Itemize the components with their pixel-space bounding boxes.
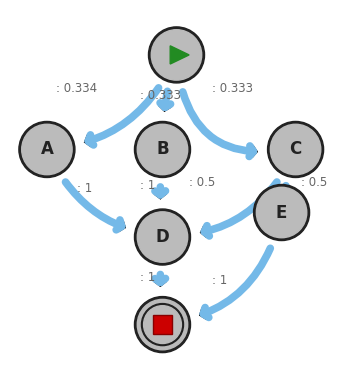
Circle shape [270,124,321,175]
Text: : 1: : 1 [77,182,92,194]
Text: : 0.333: : 0.333 [211,82,252,95]
Circle shape [134,209,191,265]
Circle shape [134,297,191,353]
Text: : 1: : 1 [211,274,227,287]
Circle shape [151,30,202,80]
Text: : 0.333: : 0.333 [140,89,181,102]
Circle shape [142,304,184,346]
Text: C: C [289,141,302,158]
Text: A: A [41,141,53,158]
Text: : 1: : 1 [140,271,155,284]
Polygon shape [170,46,189,64]
Text: B: B [156,141,169,158]
Text: : 0.5: : 0.5 [189,176,215,189]
Circle shape [134,121,191,177]
Circle shape [149,27,204,83]
FancyBboxPatch shape [154,315,172,334]
Text: E: E [276,204,287,221]
Text: D: D [156,228,169,246]
Text: : 0.334: : 0.334 [56,82,97,95]
Circle shape [268,121,324,177]
Text: : 0.5: : 0.5 [301,176,327,189]
Circle shape [256,187,307,238]
Circle shape [144,306,181,344]
Circle shape [137,124,188,175]
Text: : 1: : 1 [140,179,155,192]
Circle shape [137,299,188,350]
Circle shape [22,124,72,175]
Circle shape [137,212,188,262]
Circle shape [19,121,75,177]
Circle shape [253,184,310,241]
